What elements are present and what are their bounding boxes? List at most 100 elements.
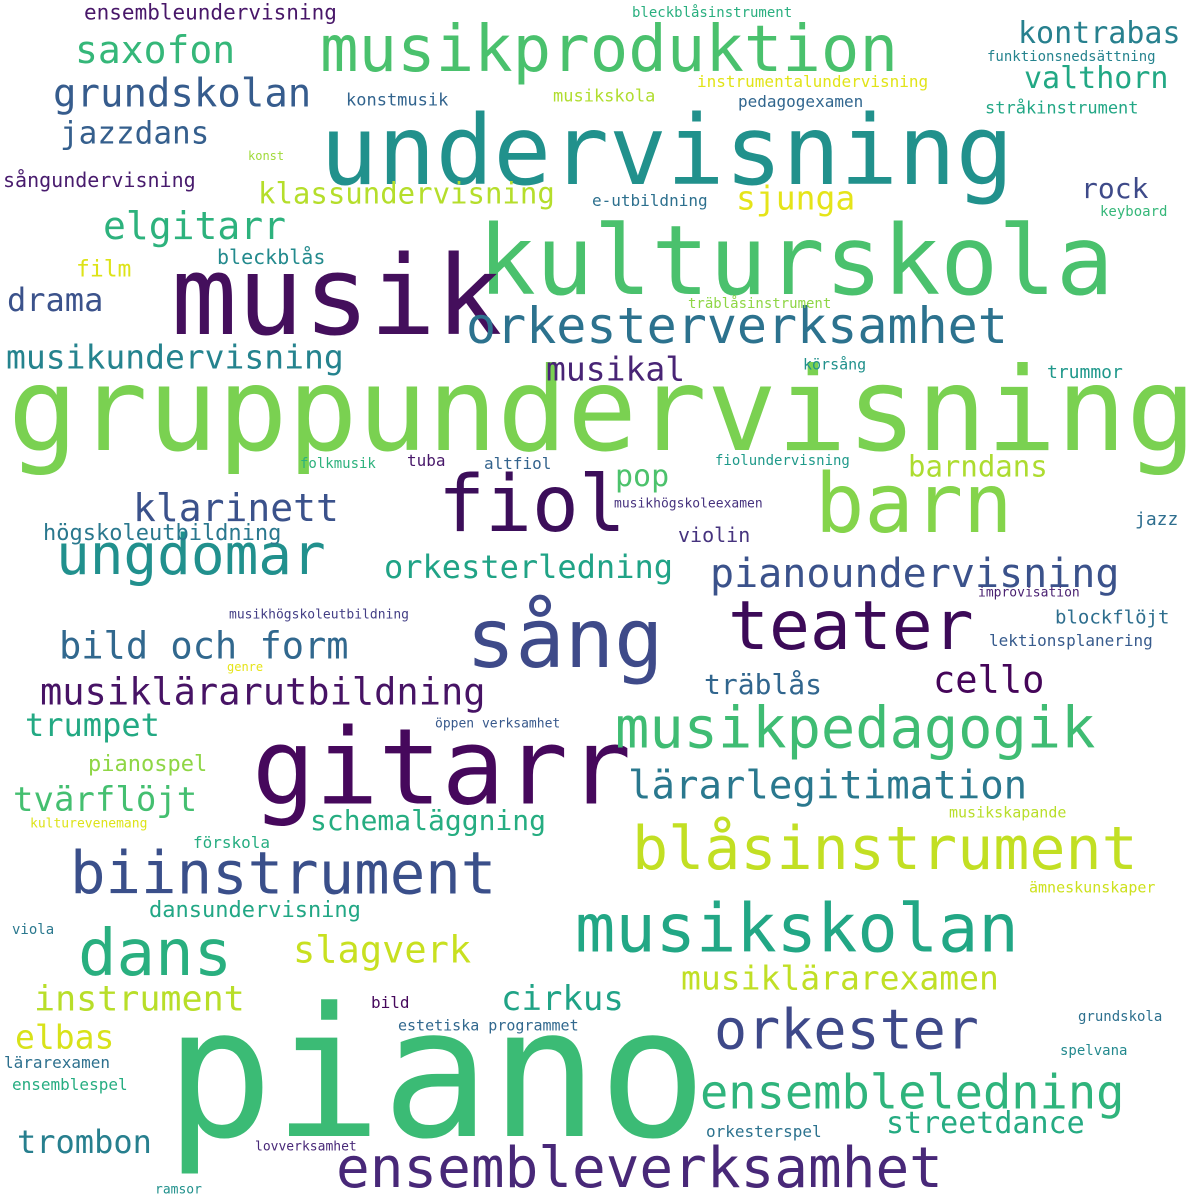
word-32: sjunga bbox=[736, 178, 856, 218]
word-2: piano bbox=[165, 970, 707, 1179]
word-25: saxofon bbox=[75, 28, 236, 72]
word-5: musik bbox=[171, 232, 503, 360]
word-13: teater bbox=[728, 587, 974, 666]
word-44: cirkus bbox=[501, 979, 624, 1019]
word-86: öppen verksamhet bbox=[435, 716, 561, 732]
word-91: viola bbox=[12, 922, 55, 938]
word-97: ensemblespel bbox=[12, 1075, 128, 1094]
word-1: gruppundervisning bbox=[8, 342, 1197, 478]
word-26: grundskolan bbox=[53, 71, 312, 117]
word-31: klassundervisning bbox=[258, 176, 555, 211]
word-24: musiklärarutbildning bbox=[40, 670, 486, 714]
word-6: gitarr bbox=[252, 706, 632, 829]
word-38: bild och form bbox=[59, 624, 349, 668]
word-82: improvisation bbox=[978, 585, 1080, 601]
word-42: musiklärarexamen bbox=[681, 958, 999, 998]
word-49: tvärflöjt bbox=[13, 780, 198, 820]
word-36: musikal bbox=[546, 349, 686, 389]
word-58: sångundervisning bbox=[3, 168, 196, 192]
word-3: undervisning bbox=[320, 95, 1014, 207]
word-59: bleckblås bbox=[217, 245, 326, 269]
word-65: konstmusik bbox=[346, 90, 449, 111]
word-51: träblås bbox=[704, 668, 823, 701]
word-83: musikhögskoleutbildning bbox=[229, 607, 410, 623]
word-94: grundskola bbox=[1078, 1009, 1163, 1025]
word-78: tuba bbox=[407, 451, 446, 470]
word-11: orkesterverksamhet bbox=[466, 297, 1008, 355]
word-56: högskoleutbildning bbox=[43, 521, 282, 546]
word-73: konst bbox=[248, 149, 285, 163]
word-15: biinstrument bbox=[70, 838, 497, 908]
word-8: barn bbox=[815, 457, 1013, 552]
word-54: dansundervisning bbox=[149, 898, 361, 923]
word-20: ensembleverksamhet bbox=[336, 1136, 943, 1200]
word-70: e-utbildning bbox=[592, 191, 708, 210]
word-77: folkmusik bbox=[300, 456, 376, 472]
word-55: pianospel bbox=[88, 752, 208, 777]
word-9: fiol bbox=[438, 460, 626, 550]
word-96: spelvana bbox=[1060, 1043, 1128, 1059]
word-71: bleckblåsinstrument bbox=[632, 5, 793, 21]
word-100: ramsor bbox=[155, 1182, 202, 1198]
word-63: jazz bbox=[1135, 509, 1179, 530]
word-28: kontrabas bbox=[1018, 16, 1181, 51]
word-68: stråkinstrument bbox=[985, 98, 1139, 119]
word-33: rock bbox=[1081, 172, 1149, 205]
word-22: lärarlegitimation bbox=[628, 763, 1028, 809]
word-99: orkesterspel bbox=[706, 1122, 822, 1141]
word-21: ensembleledning bbox=[700, 1065, 1125, 1121]
word-17: musikskolan bbox=[575, 889, 1019, 968]
word-79: altfiol bbox=[484, 454, 552, 473]
word-14: musikpedagogik bbox=[615, 695, 1096, 762]
word-37: klarinett bbox=[133, 486, 339, 530]
word-85: genre bbox=[227, 660, 264, 674]
word-41: slagverk bbox=[293, 928, 472, 972]
word-53: pop bbox=[615, 459, 670, 494]
word-69: instrumentalundervisning bbox=[697, 72, 929, 91]
word-80: fiolundervisning bbox=[715, 453, 850, 469]
word-50: trumpet bbox=[25, 706, 160, 744]
word-88: kulturevenemang bbox=[30, 816, 148, 832]
word-60: film bbox=[76, 256, 132, 283]
word-90: ämneskunskaper bbox=[1029, 878, 1156, 897]
word-46: trombon bbox=[17, 1123, 152, 1161]
word-48: schemaläggning bbox=[310, 804, 547, 837]
word-57: ensembleundervisning bbox=[84, 0, 337, 25]
word-93: estetiska programmet bbox=[398, 1016, 579, 1035]
word-84: lektionsplanering bbox=[989, 631, 1153, 650]
word-4: kulturskola bbox=[478, 205, 1114, 317]
word-87: musikskapande bbox=[949, 803, 1067, 822]
word-30: jazzdans bbox=[60, 115, 210, 152]
word-29: valthorn bbox=[1024, 61, 1169, 96]
word-18: dans bbox=[78, 917, 233, 991]
word-75: träblåsinstrument bbox=[688, 296, 832, 312]
word-67: pedagogexamen bbox=[738, 92, 864, 111]
word-40: cello bbox=[933, 658, 1045, 702]
word-66: musikskola bbox=[553, 86, 656, 107]
word-52: barndans bbox=[908, 449, 1048, 484]
word-47: streetdance bbox=[886, 1106, 1085, 1141]
word-39: orkesterledning bbox=[384, 548, 673, 586]
word-62: violin bbox=[678, 523, 751, 547]
word-64: blockflöjt bbox=[1055, 606, 1170, 629]
word-76: körsång bbox=[803, 355, 867, 374]
word-35: musikundervisning bbox=[6, 337, 344, 377]
word-74: keyboard bbox=[1100, 204, 1168, 220]
word-12: ungdomar bbox=[56, 523, 326, 588]
word-61: trummor bbox=[1047, 362, 1123, 383]
word-98: lovverksamhet bbox=[255, 1139, 357, 1155]
word-27: elgitarr bbox=[103, 204, 287, 248]
word-81: musikhögskoleexamen bbox=[614, 496, 763, 512]
word-72: funktionsnedsättning bbox=[987, 49, 1156, 65]
word-10: musikproduktion bbox=[320, 13, 898, 87]
word-45: elbas bbox=[15, 1017, 115, 1057]
word-16: blåsinstrument bbox=[632, 814, 1138, 884]
word-89: förskola bbox=[193, 833, 271, 852]
word-23: pianoundervisning bbox=[710, 551, 1120, 597]
word-19: orkester bbox=[714, 997, 979, 1062]
word-95: lärarexamen bbox=[4, 1053, 110, 1072]
word-7: sång bbox=[466, 592, 664, 687]
word-43: instrument bbox=[34, 979, 245, 1020]
word-92: bild bbox=[371, 993, 410, 1012]
